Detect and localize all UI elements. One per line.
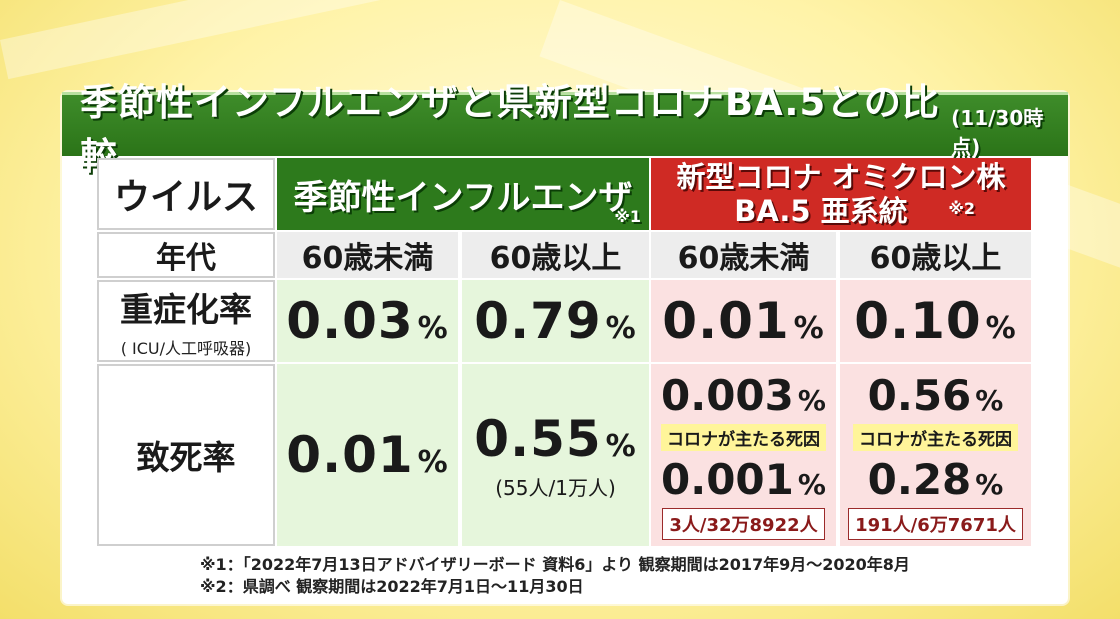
flu-footnote-marker: ※1 [614,207,641,226]
death-row-label: 致死率 [97,364,275,546]
footnote-2: ※2：県調べ 観察期間は2022年7月1日〜11月30日 [200,577,584,596]
value-text: 0.56 [867,370,972,420]
severe-row-label: 重症化率 ( ICU/人工呼吸器) [97,280,275,362]
percent-unit: % [417,445,449,480]
age-text: 60歳未満 [677,241,810,276]
age-text: 60歳以上 [869,241,1002,276]
death-covid-under60: 0.003% コロナが主たる死因 0.001% 3人/32万8922人 [651,364,836,546]
percent-unit: % [605,428,637,464]
covid-death-count: 191人/6万7671人 [848,507,1023,540]
value-text: 0.01 [286,426,414,484]
covid-header: 新型コロナ オミクロン株 BA.5 亜系統 ※2 [651,158,1031,230]
percent-unit: % [975,383,1004,417]
value-text: 0.01 [662,292,790,350]
footnote-1: ※1：「2022年7月13日アドバイザリーボード 資料6」より 観察期間は201… [200,555,910,574]
death-covid-over60: 0.56% コロナが主たる死因 0.28% 191人/6万7671人 [840,364,1031,546]
death-label-text: 致死率 [136,438,236,477]
severe-covid-under60: 0.01% [651,280,836,362]
death-flu-over60: 0.55% (55人/1万人) [462,364,649,546]
severe-covid-over60: 0.10% [840,280,1031,362]
age-cell: 60歳以上 [462,232,649,278]
covid-cause-label: コロナが主たる死因 [853,423,1018,451]
virus-label: ウイルス [113,177,258,218]
age-cell: 60歳以上 [840,232,1031,278]
flu-label: 季節性インフルエンザ [293,177,633,218]
percent-unit: % [605,311,637,346]
value-text: 0.03 [286,292,414,350]
background-ray [0,0,498,80]
age-cell: 60歳未満 [277,232,458,278]
page-title: 季節性インフルエンザと県新型コロナBA.5との比較 (11/30時点) [62,81,1068,178]
title-main: 季節性インフルエンザと県新型コロナBA.5との比較 [80,80,940,178]
percent-unit: % [797,467,826,501]
age-text: 60歳未満 [301,241,434,276]
value-text: 0.10 [854,292,982,350]
value-text: 0.79 [474,292,602,350]
severe-flu-over60: 0.79% [462,280,649,362]
percent-unit: % [985,311,1017,346]
flu-death-count-note: (55人/1万人) [495,475,616,500]
severe-flu-under60: 0.03% [277,280,458,362]
value-text: 0.001 [661,454,794,504]
covid-footnote-marker: ※2 [948,199,975,218]
percent-unit: % [417,311,449,346]
covid-label-line1: 新型コロナ オミクロン株 [676,160,1006,194]
age-label-text: 年代 [156,241,216,276]
death-flu-under60: 0.01% [277,364,458,546]
age-text: 60歳以上 [489,241,622,276]
title-date-note: (11/30時点) [951,105,1044,159]
value-text: 0.55 [474,409,602,468]
virus-header: ウイルス [97,158,275,230]
value-text: 0.28 [867,454,972,504]
covid-label-line2: BA.5 亜系統 [734,194,908,228]
flu-header: 季節性インフルエンザ ※1 [277,158,649,230]
percent-unit: % [975,467,1004,501]
percent-unit: % [797,383,826,417]
age-row-label: 年代 [97,232,275,278]
value-text: 0.003 [661,370,794,420]
covid-death-count: 3人/32万8922人 [662,507,825,540]
percent-unit: % [793,311,825,346]
age-cell: 60歳未満 [651,232,836,278]
severe-sublabel: ( ICU/人工呼吸器) [120,339,252,358]
severe-label-text: 重症化率 [120,290,252,329]
covid-cause-label: コロナが主たる死因 [661,423,826,451]
